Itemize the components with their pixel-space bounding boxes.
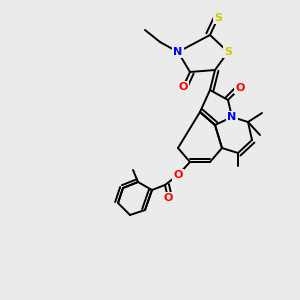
Text: O: O [173,170,183,180]
Text: N: N [227,112,237,122]
Text: O: O [163,193,173,203]
Text: N: N [173,47,183,57]
Text: S: S [224,47,232,57]
Text: O: O [235,83,245,93]
Text: S: S [214,13,222,23]
Text: O: O [178,82,188,92]
